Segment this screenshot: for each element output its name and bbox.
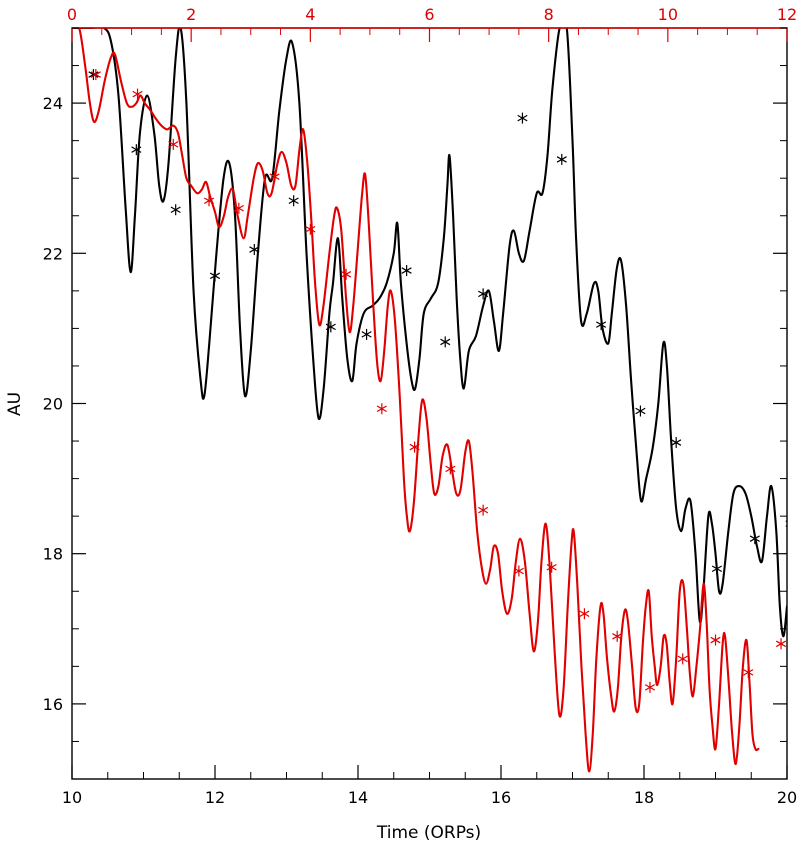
series-1-marker: [131, 144, 142, 156]
x2-tick-label: 2: [186, 5, 196, 24]
series-1-marker: [596, 319, 607, 331]
x-tick-label: 14: [348, 788, 368, 807]
series-2-marker: [478, 504, 489, 516]
series-line-2: [72, 28, 760, 773]
series-1-marker: [478, 288, 489, 300]
series-2-marker: [579, 608, 590, 620]
x2-tick-label: 8: [544, 5, 554, 24]
series-1-marker: [401, 265, 412, 277]
series-line-1: [72, 28, 787, 638]
series-1-marker: [88, 69, 99, 81]
series-2-marker: [376, 403, 387, 415]
series-2-marker: [445, 463, 456, 475]
series-2-marker: [409, 441, 420, 453]
series-2-marker: [677, 653, 688, 665]
series-1-marker: [249, 244, 260, 256]
series-2-marker: [132, 88, 143, 100]
series-2-marker: [546, 561, 557, 573]
x-tick-label: 20: [777, 788, 797, 807]
series-2-marker: [644, 681, 656, 693]
x-tick-label: 16: [491, 788, 511, 807]
series-2-marker: [710, 634, 721, 646]
x2-tick-label: 6: [424, 5, 434, 24]
y-tick-label: 24: [43, 94, 63, 113]
y-tick-label: 22: [43, 244, 63, 263]
y-tick-label: 20: [43, 395, 63, 414]
x2-tick-label: 0: [67, 5, 77, 24]
series-2-marker: [612, 630, 623, 642]
x-axis-title: Time (ORPs): [376, 823, 481, 843]
series-2-marker: [341, 268, 352, 280]
series-2-marker: [743, 666, 754, 678]
y-axis-title: AU: [5, 392, 25, 416]
series-1-marker: [209, 270, 221, 282]
series-1-marker: [170, 204, 181, 216]
series-1-marker: [556, 153, 567, 165]
series-2-marker: [168, 138, 179, 150]
series-1-marker: [440, 336, 451, 348]
series-2-marker: [233, 202, 244, 214]
series-1-marker: [671, 437, 682, 449]
series-1-marker: [517, 112, 528, 124]
series-2-marker: [775, 638, 787, 650]
x-tick-label: 10: [62, 788, 82, 807]
x2-tick-label: 4: [305, 5, 315, 24]
series-1-marker: [361, 328, 372, 340]
series-2-marker: [513, 565, 524, 577]
y-tick-label: 16: [43, 695, 63, 714]
series-1-marker: [288, 195, 299, 207]
series-2-marker: [269, 171, 280, 183]
series-1-marker: [711, 563, 722, 575]
series-1-marker: [325, 321, 336, 333]
x2-tick-label: 10: [658, 5, 678, 24]
x-tick-label: 18: [634, 788, 654, 807]
series-2-marker: [305, 223, 316, 235]
x-tick-label: 12: [205, 788, 225, 807]
series-1-marker: [749, 533, 760, 545]
series-1-marker: [635, 405, 646, 417]
series-2-marker: [90, 69, 101, 81]
x2-tick-label: 12: [777, 5, 797, 24]
series-2-marker: [203, 195, 215, 207]
y-tick-label: 18: [43, 545, 63, 564]
